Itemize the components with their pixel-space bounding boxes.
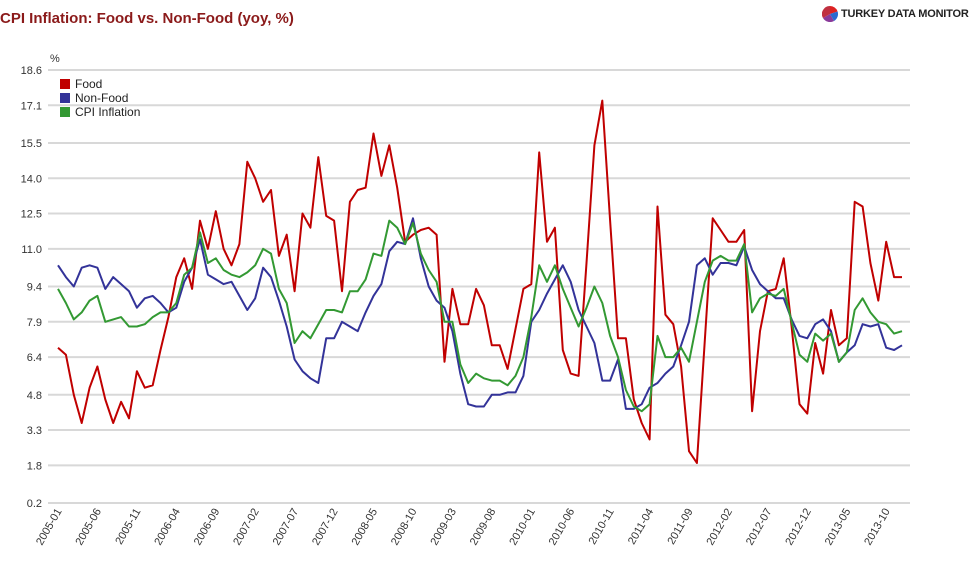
x-tick-label: 2007-12 bbox=[310, 507, 341, 548]
x-tick-label: 2007-02 bbox=[231, 507, 262, 548]
legend-swatch bbox=[60, 79, 70, 89]
x-tick-label: 2005-11 bbox=[113, 507, 143, 547]
legend-swatch bbox=[60, 107, 70, 117]
x-tick-label: 2006-09 bbox=[192, 507, 223, 548]
series-line-cpi-inflation[interactable] bbox=[57, 219, 903, 413]
legend-item[interactable]: Non-Food bbox=[75, 91, 128, 105]
y-tick-label: 4.8 bbox=[27, 390, 42, 402]
x-tick-label: 2007-07 bbox=[271, 507, 302, 548]
legend-item[interactable]: CPI Inflation bbox=[75, 105, 140, 119]
x-tick-label: 2012-02 bbox=[704, 507, 735, 548]
x-tick-label: 2009-03 bbox=[428, 507, 459, 548]
y-tick-label: 11.0 bbox=[21, 244, 42, 256]
x-tick-label: 2006-04 bbox=[152, 507, 183, 548]
pie-chart-icon bbox=[822, 6, 838, 22]
series-line-food[interactable] bbox=[57, 99, 902, 464]
x-tick-label: 2011-04 bbox=[626, 507, 656, 547]
x-tick-label: 2011-09 bbox=[665, 507, 695, 547]
x-tick-label: 2008-10 bbox=[389, 507, 420, 548]
logo-text: TURKEY DATA MONITOR bbox=[841, 8, 969, 20]
y-axis-label: % bbox=[50, 53, 60, 65]
x-tick-label: 2010-06 bbox=[547, 507, 578, 548]
y-tick-label: 12.5 bbox=[21, 209, 42, 221]
x-tick-label: 2009-08 bbox=[468, 507, 499, 548]
series-line-non-food[interactable] bbox=[57, 217, 903, 410]
legend-item[interactable]: Food bbox=[75, 77, 102, 91]
chart-title: CPI Inflation: Food vs. Non-Food (yoy, %… bbox=[0, 10, 294, 27]
y-tick-label: 7.9 bbox=[27, 317, 42, 329]
x-tick-label: 2012-12 bbox=[783, 507, 814, 548]
y-tick-label: 18.6 bbox=[21, 65, 42, 77]
x-tick-label: 2005-01 bbox=[34, 507, 65, 548]
y-tick-label: 0.2 bbox=[27, 498, 42, 510]
legend-swatch bbox=[60, 93, 70, 103]
y-tick-label: 1.8 bbox=[27, 460, 42, 472]
x-tick-label: 2010-11 bbox=[587, 507, 617, 547]
x-tick-label: 2013-10 bbox=[862, 507, 893, 548]
y-tick-label: 3.3 bbox=[27, 425, 42, 437]
x-tick-label: 2005-06 bbox=[73, 507, 104, 548]
x-tick-label: 2013-05 bbox=[823, 507, 854, 548]
y-tick-label: 15.5 bbox=[21, 138, 42, 150]
y-tick-label: 6.4 bbox=[27, 352, 42, 364]
x-tick-label: 2010-01 bbox=[507, 507, 538, 548]
y-tick-label: 14.0 bbox=[21, 173, 42, 185]
x-tick-label: 2008-05 bbox=[350, 507, 381, 548]
y-tick-label: 17.1 bbox=[21, 100, 42, 112]
y-tick-label: 9.4 bbox=[27, 282, 42, 294]
logo: TURKEY DATA MONITOR bbox=[822, 6, 969, 22]
x-tick-label: 2012-07 bbox=[744, 507, 775, 548]
